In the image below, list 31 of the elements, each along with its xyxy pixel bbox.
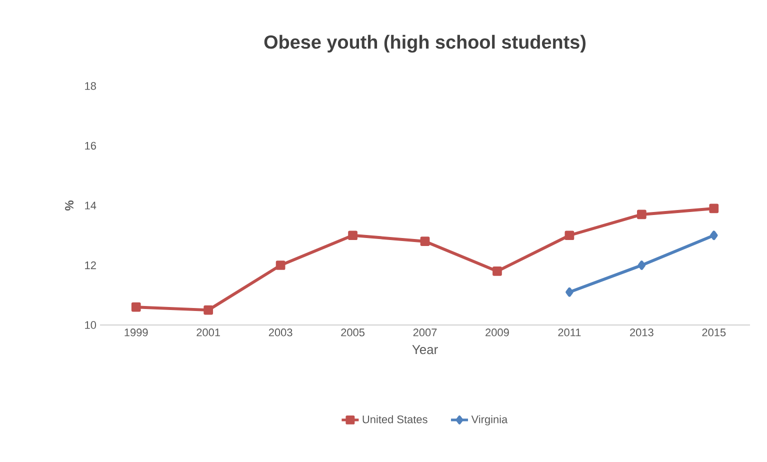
y-tick-label: 12 (85, 261, 96, 270)
x-tick-label: 2013 (630, 328, 654, 336)
legend-label: Virginia (471, 415, 508, 426)
point (204, 305, 214, 315)
x-tick-label: 2009 (486, 328, 509, 336)
point (636, 210, 646, 220)
legend-label: United States (362, 415, 428, 424)
point (348, 230, 358, 240)
y-tick-label: 18 (85, 82, 96, 90)
point (710, 230, 718, 240)
y-tick-label: 14 (85, 202, 96, 210)
x-tick-label: 2001 (196, 328, 220, 336)
point (638, 260, 646, 270)
point (566, 287, 574, 297)
point (492, 266, 502, 276)
x-tick-label: 2015 (702, 328, 726, 336)
x-tick-label: 2005 (341, 328, 364, 336)
point (709, 204, 719, 214)
x-tick-label: 2011 (558, 328, 581, 336)
y-tick-label: 10 (85, 321, 96, 329)
point (420, 236, 430, 246)
x-tick-label: 1999 (124, 328, 148, 336)
chart-title: Obese youth (high school students) (264, 34, 586, 53)
point (131, 302, 141, 312)
point (276, 260, 286, 270)
point (564, 230, 574, 240)
x-tick-label: 2007 (413, 328, 437, 336)
y-axis-title: % (65, 200, 74, 211)
x-axis-title: Year (412, 345, 438, 354)
y-tick-label: 16 (85, 142, 96, 150)
x-tick-label: 2003 (268, 328, 292, 336)
